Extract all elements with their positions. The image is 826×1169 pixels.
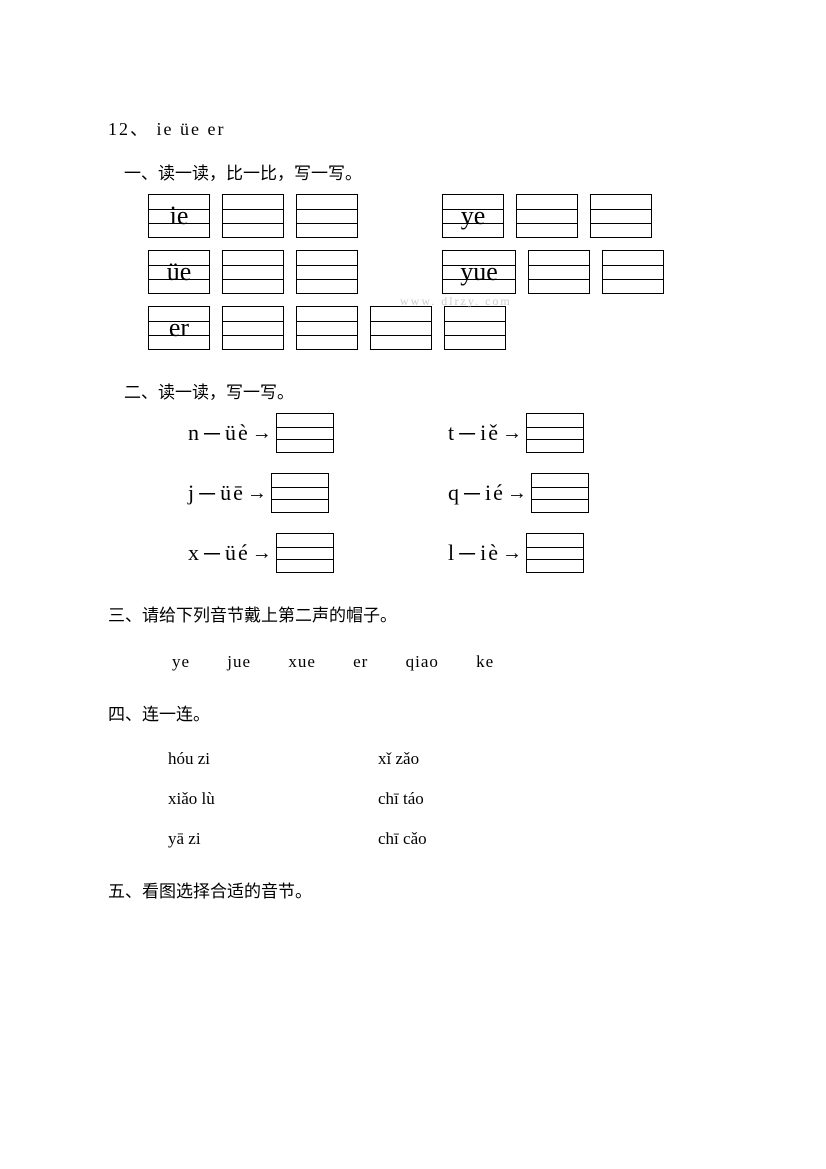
combine-pair: j － üē → bbox=[188, 473, 448, 513]
pinyin-cell bbox=[370, 306, 432, 350]
section-4-label: 四、连一连。 bbox=[108, 700, 726, 725]
section-5: 五、看图选择合适的音节。 bbox=[108, 877, 726, 902]
combine-initial: n bbox=[188, 420, 201, 446]
match-left: hóu zi bbox=[168, 749, 378, 769]
combine-initial: j bbox=[188, 480, 196, 506]
result-cell bbox=[271, 473, 329, 513]
pinyin-cell: üe bbox=[148, 250, 210, 294]
section-4: 四、连一连。 hóu zi xǐ zǎo xiǎo lù chī táo yā … bbox=[108, 700, 726, 849]
match-right: xǐ zǎo bbox=[378, 749, 419, 769]
combine-pair: q － ié → bbox=[448, 473, 708, 513]
arrow-icon: → bbox=[247, 482, 267, 505]
combine-final: iě bbox=[480, 420, 500, 446]
section-3: 三、请给下列音节戴上第二声的帽子。 ye jue xue er qiao ke bbox=[108, 601, 726, 672]
combine-row: j － üē → q － ié → bbox=[188, 473, 726, 513]
syllable: ke bbox=[476, 652, 494, 671]
pinyin-cell bbox=[528, 250, 590, 294]
arrow-icon: → bbox=[502, 542, 522, 565]
match-row: xiǎo lù chī táo bbox=[168, 789, 726, 809]
match-left: yā zi bbox=[168, 829, 378, 849]
result-cell bbox=[526, 413, 584, 453]
result-cell bbox=[276, 413, 334, 453]
pinyin-cell bbox=[222, 250, 284, 294]
pinyin-cell bbox=[590, 194, 652, 238]
combine-final: iè bbox=[480, 540, 500, 566]
combine-pair: n － üè → bbox=[188, 413, 448, 453]
combine-pair: t － iě → bbox=[448, 413, 708, 453]
result-cell bbox=[531, 473, 589, 513]
pinyin-cell bbox=[602, 250, 664, 294]
section-1-grids: ie ye üe yue er bbox=[148, 194, 726, 350]
writing-row: er bbox=[148, 306, 726, 350]
section-1: 一、读一读，比一比，写一写。 ie ye üe yue bbox=[108, 159, 726, 350]
pinyin-cell bbox=[296, 250, 358, 294]
pinyin-cell bbox=[296, 194, 358, 238]
pinyin-text: ie bbox=[170, 203, 189, 229]
combine-initial: l bbox=[448, 540, 456, 566]
result-cell bbox=[276, 533, 334, 573]
section-3-syllables: ye jue xue er qiao ke bbox=[172, 652, 726, 672]
watermark: www. dlrzy. com bbox=[400, 294, 512, 309]
dash: － bbox=[196, 477, 220, 509]
match-left: xiǎo lù bbox=[168, 789, 378, 809]
dash: － bbox=[456, 537, 480, 569]
arrow-icon: → bbox=[252, 422, 272, 445]
section-3-label: 三、请给下列音节戴上第二声的帽子。 bbox=[108, 601, 726, 626]
dash: － bbox=[201, 537, 225, 569]
combine-final: ié bbox=[485, 480, 505, 506]
result-cell bbox=[526, 533, 584, 573]
combine-pair: x － üé → bbox=[188, 533, 448, 573]
writing-row: üe yue bbox=[148, 250, 726, 294]
combine-row: n － üè → t － iě → bbox=[188, 413, 726, 453]
combine-initial: t bbox=[448, 420, 456, 446]
match-right: chī cǎo bbox=[378, 829, 427, 849]
syllable: qiao bbox=[406, 652, 439, 671]
combine-final: üè bbox=[225, 420, 250, 446]
arrow-icon: → bbox=[502, 422, 522, 445]
combine-pair: l － iè → bbox=[448, 533, 708, 573]
combine-initial: x bbox=[188, 540, 201, 566]
combine-row: x － üé → l － iè → bbox=[188, 533, 726, 573]
pinyin-cell: yue bbox=[442, 250, 516, 294]
section-2-label: 二、读一读，写一写。 bbox=[124, 378, 726, 403]
pinyin-cell bbox=[516, 194, 578, 238]
pinyin-cell bbox=[296, 306, 358, 350]
pinyin-cell bbox=[222, 306, 284, 350]
pinyin-cell bbox=[222, 194, 284, 238]
pinyin-text: ye bbox=[461, 203, 486, 229]
writing-row: ie ye bbox=[148, 194, 726, 238]
pinyin-text: üe bbox=[167, 259, 192, 285]
syllable: ye bbox=[172, 652, 190, 671]
section-5-label: 五、看图选择合适的音节。 bbox=[108, 877, 726, 902]
combine-final: üé bbox=[225, 540, 250, 566]
dash: － bbox=[461, 477, 485, 509]
dash: － bbox=[201, 417, 225, 449]
pinyin-text: er bbox=[169, 315, 189, 341]
syllable: xue bbox=[288, 652, 316, 671]
pinyin-cell bbox=[444, 306, 506, 350]
pinyin-cell: ye bbox=[442, 194, 504, 238]
combine-initial: q bbox=[448, 480, 461, 506]
syllable: er bbox=[353, 652, 368, 671]
match-right: chī táo bbox=[378, 789, 424, 809]
match-row: yā zi chī cǎo bbox=[168, 829, 726, 849]
pinyin-cell: er bbox=[148, 306, 210, 350]
lesson-title: 12、 ie üe er bbox=[108, 115, 726, 141]
section-2-rows: n － üè → t － iě → j － bbox=[188, 413, 726, 573]
arrow-icon: → bbox=[252, 542, 272, 565]
match-row: hóu zi xǐ zǎo bbox=[168, 749, 726, 769]
pinyin-text: yue bbox=[460, 259, 498, 285]
section-2: 二、读一读，写一写。 n － üè → t － iě → bbox=[108, 378, 726, 573]
section-1-label: 一、读一读，比一比，写一写。 bbox=[124, 159, 726, 184]
pinyin-cell: ie bbox=[148, 194, 210, 238]
dash: － bbox=[456, 417, 480, 449]
syllable: jue bbox=[227, 652, 251, 671]
arrow-icon: → bbox=[507, 482, 527, 505]
section-4-rows: hóu zi xǐ zǎo xiǎo lù chī táo yā zi chī … bbox=[168, 749, 726, 849]
combine-final: üē bbox=[220, 480, 245, 506]
